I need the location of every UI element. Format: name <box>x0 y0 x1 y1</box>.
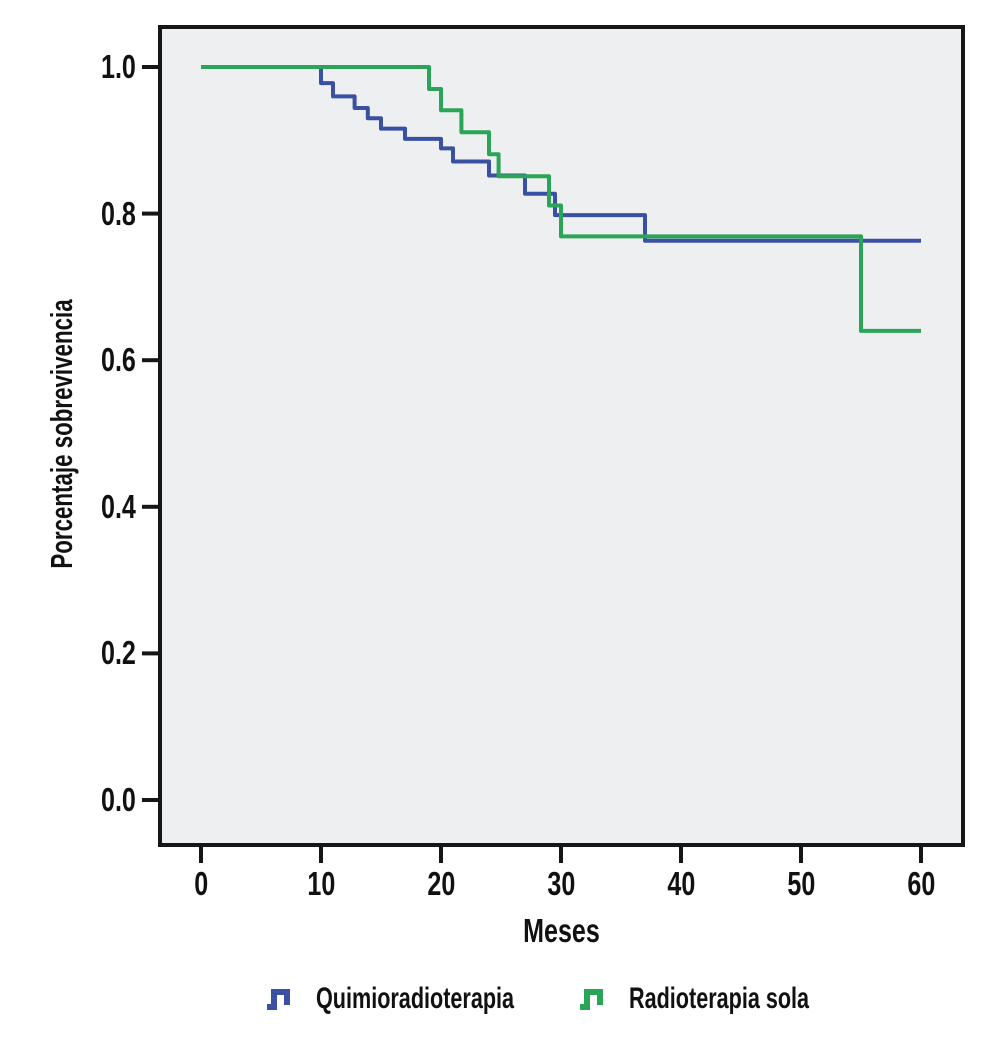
y-tick-label: 0.4 <box>101 487 136 525</box>
step-curve-icon <box>580 989 603 1010</box>
x-axis-title: Meses <box>522 912 600 949</box>
y-tick-label: 0.0 <box>101 781 136 818</box>
x-tick-label: 60 <box>907 865 935 902</box>
y-tick-label: 0.6 <box>101 341 136 379</box>
y-axis-title: Porcentaje sobrevivencia <box>44 299 79 569</box>
x-tick-label: 10 <box>307 865 335 902</box>
y-tick-label: 0.8 <box>101 194 136 232</box>
x-tick-label: 0 <box>194 865 208 902</box>
y-tick-label: 0.2 <box>101 634 136 672</box>
x-tick-label: 20 <box>427 865 455 902</box>
x-tick-label: 40 <box>667 865 695 902</box>
x-tick-label: 30 <box>547 865 575 902</box>
plot-area <box>158 25 965 847</box>
step-curve-icon <box>267 989 290 1010</box>
chart-legend: Quimioradioterapia Radioterapia sola <box>0 978 995 1026</box>
x-tick-label: 50 <box>787 865 815 902</box>
legend-label-radioterapia-sola: Radioterapia sola <box>629 982 810 1015</box>
legend-label-quimioradioterapia: Quimioradioterapia <box>316 982 515 1015</box>
y-tick-label: 1.0 <box>101 48 136 85</box>
